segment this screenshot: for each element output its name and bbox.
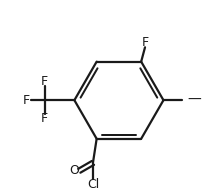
Text: —: —: [188, 93, 201, 107]
Text: Cl: Cl: [87, 178, 99, 191]
Text: O: O: [69, 164, 79, 177]
Text: F: F: [23, 94, 30, 107]
Text: F: F: [142, 36, 149, 49]
Text: F: F: [41, 112, 48, 125]
Text: F: F: [41, 75, 48, 88]
